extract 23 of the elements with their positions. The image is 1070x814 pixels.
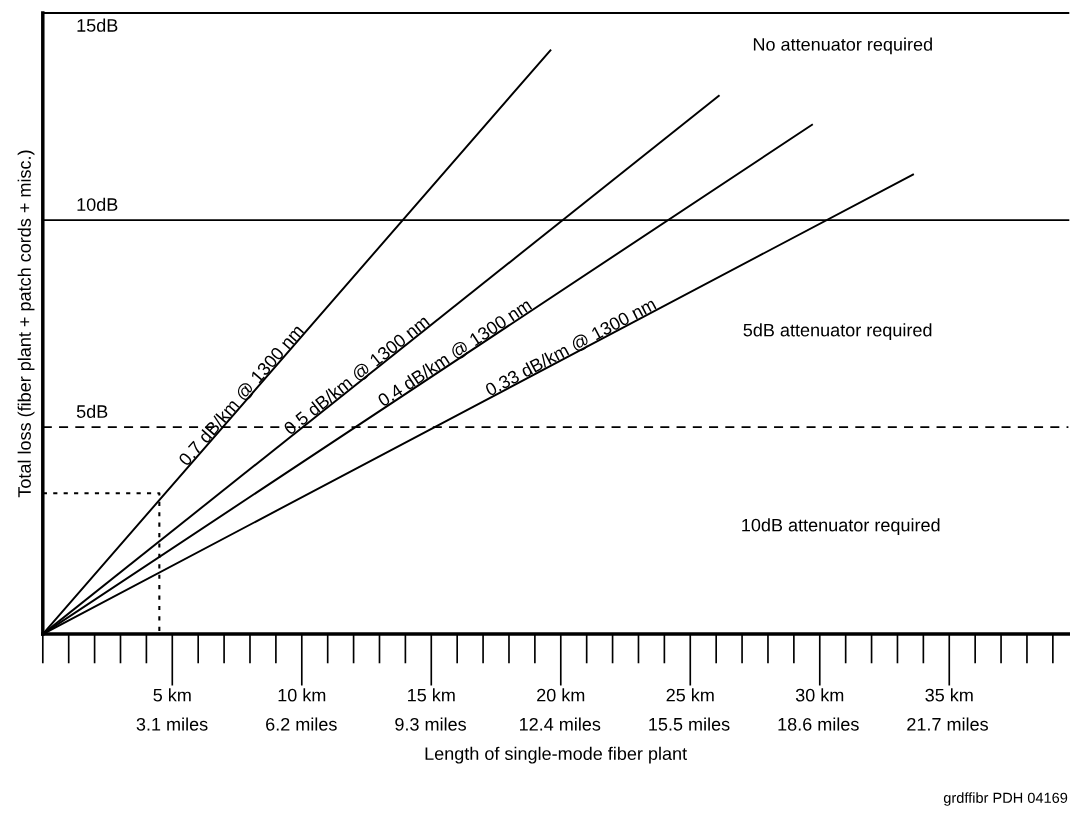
text: grdffibr PDH 04169 [943,792,1068,806]
x2-tick-label: 18.6 miles [778,717,859,731]
x-tick-label: 5 km [153,688,191,702]
x2-tick-label: 6.2 miles [266,717,337,731]
x2-tick-label: 3.1 miles [136,717,208,731]
x-tick-label: 10 km [278,688,326,702]
x-axis-title: Length of single-mode fiber plant [425,746,687,764]
x2-tick-label: 21.7 miles [907,717,988,731]
x-tick-label: 15 km [408,688,455,702]
y-axis-title: Total loss (fiber plant + patch cords + misc.) [17,150,35,498]
ref-line-label: 5dB [76,404,108,418]
x2-tick-label: 12.4 miles [520,717,601,731]
annotation: 5dB attenuator required [743,323,932,341]
ref-line-label: 15dB [77,18,118,32]
annotation: No attenuator required [753,37,932,55]
x2-tick-label: 15.5 miles [649,717,730,731]
x-tick-label: 35 km [925,688,973,702]
x-tick-label: 30 km [795,688,844,702]
x2-tick-label: 9.3 miles [395,717,466,731]
ref-line-label: 10dB [77,197,118,211]
x-tick-label: 20 km [537,688,585,702]
annotation: 10dB attenuator required [742,518,940,536]
x-tick-label: 25 km [666,688,714,702]
